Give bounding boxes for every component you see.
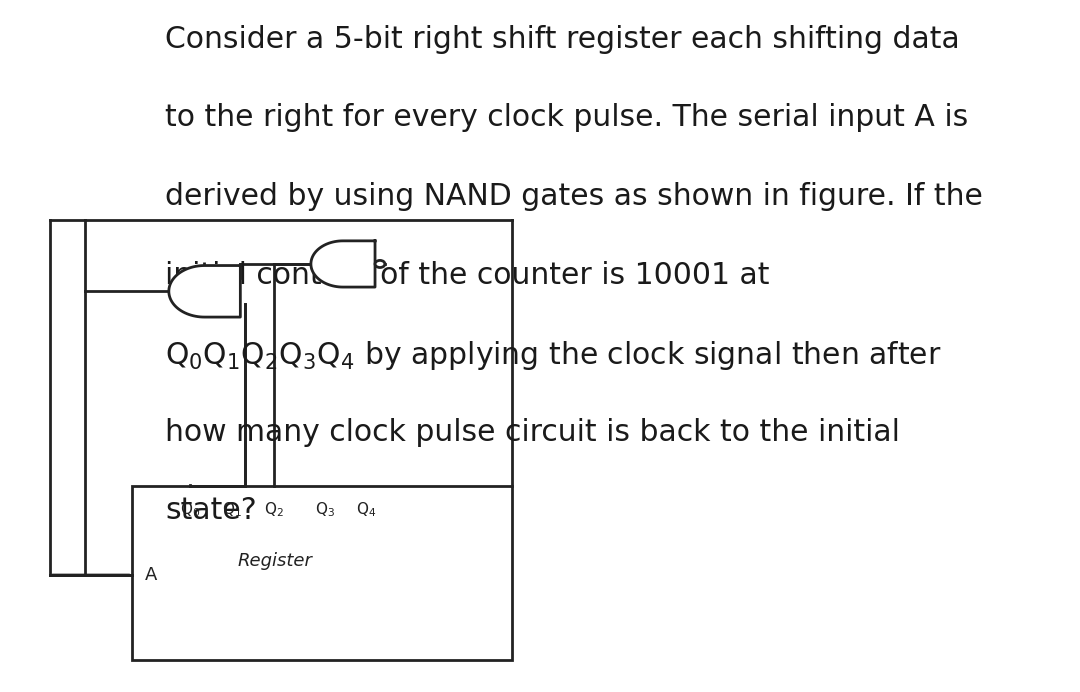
- Text: Register: Register: [237, 552, 312, 570]
- Text: Q$_1$: Q$_1$: [221, 500, 242, 518]
- Circle shape: [375, 260, 384, 268]
- Text: Q$_3$: Q$_3$: [314, 500, 335, 518]
- Text: state?: state?: [165, 496, 257, 525]
- Text: Q$_0$Q$_1$Q$_2$Q$_3$Q$_4$ by applying the clock signal then after: Q$_0$Q$_1$Q$_2$Q$_3$Q$_4$ by applying th…: [165, 339, 942, 372]
- Text: how many clock pulse circuit is back to the initial: how many clock pulse circuit is back to …: [165, 418, 901, 447]
- Text: Q$_2$: Q$_2$: [264, 500, 283, 518]
- Text: derived by using NAND gates as shown in figure. If the: derived by using NAND gates as shown in …: [165, 182, 983, 211]
- Text: to the right for every clock pulse. The serial input A is: to the right for every clock pulse. The …: [165, 103, 969, 132]
- Text: initial content of the counter is 10001 at: initial content of the counter is 10001 …: [165, 261, 770, 289]
- Text: A: A: [145, 566, 157, 584]
- Text: Q$_4$: Q$_4$: [356, 500, 377, 518]
- Bar: [132, 486, 512, 660]
- Text: Consider a 5-bit right shift register each shifting data: Consider a 5-bit right shift register ea…: [165, 25, 960, 54]
- Text: Q$_0$: Q$_0$: [180, 500, 200, 518]
- Polygon shape: [168, 266, 241, 317]
- Polygon shape: [311, 241, 375, 287]
